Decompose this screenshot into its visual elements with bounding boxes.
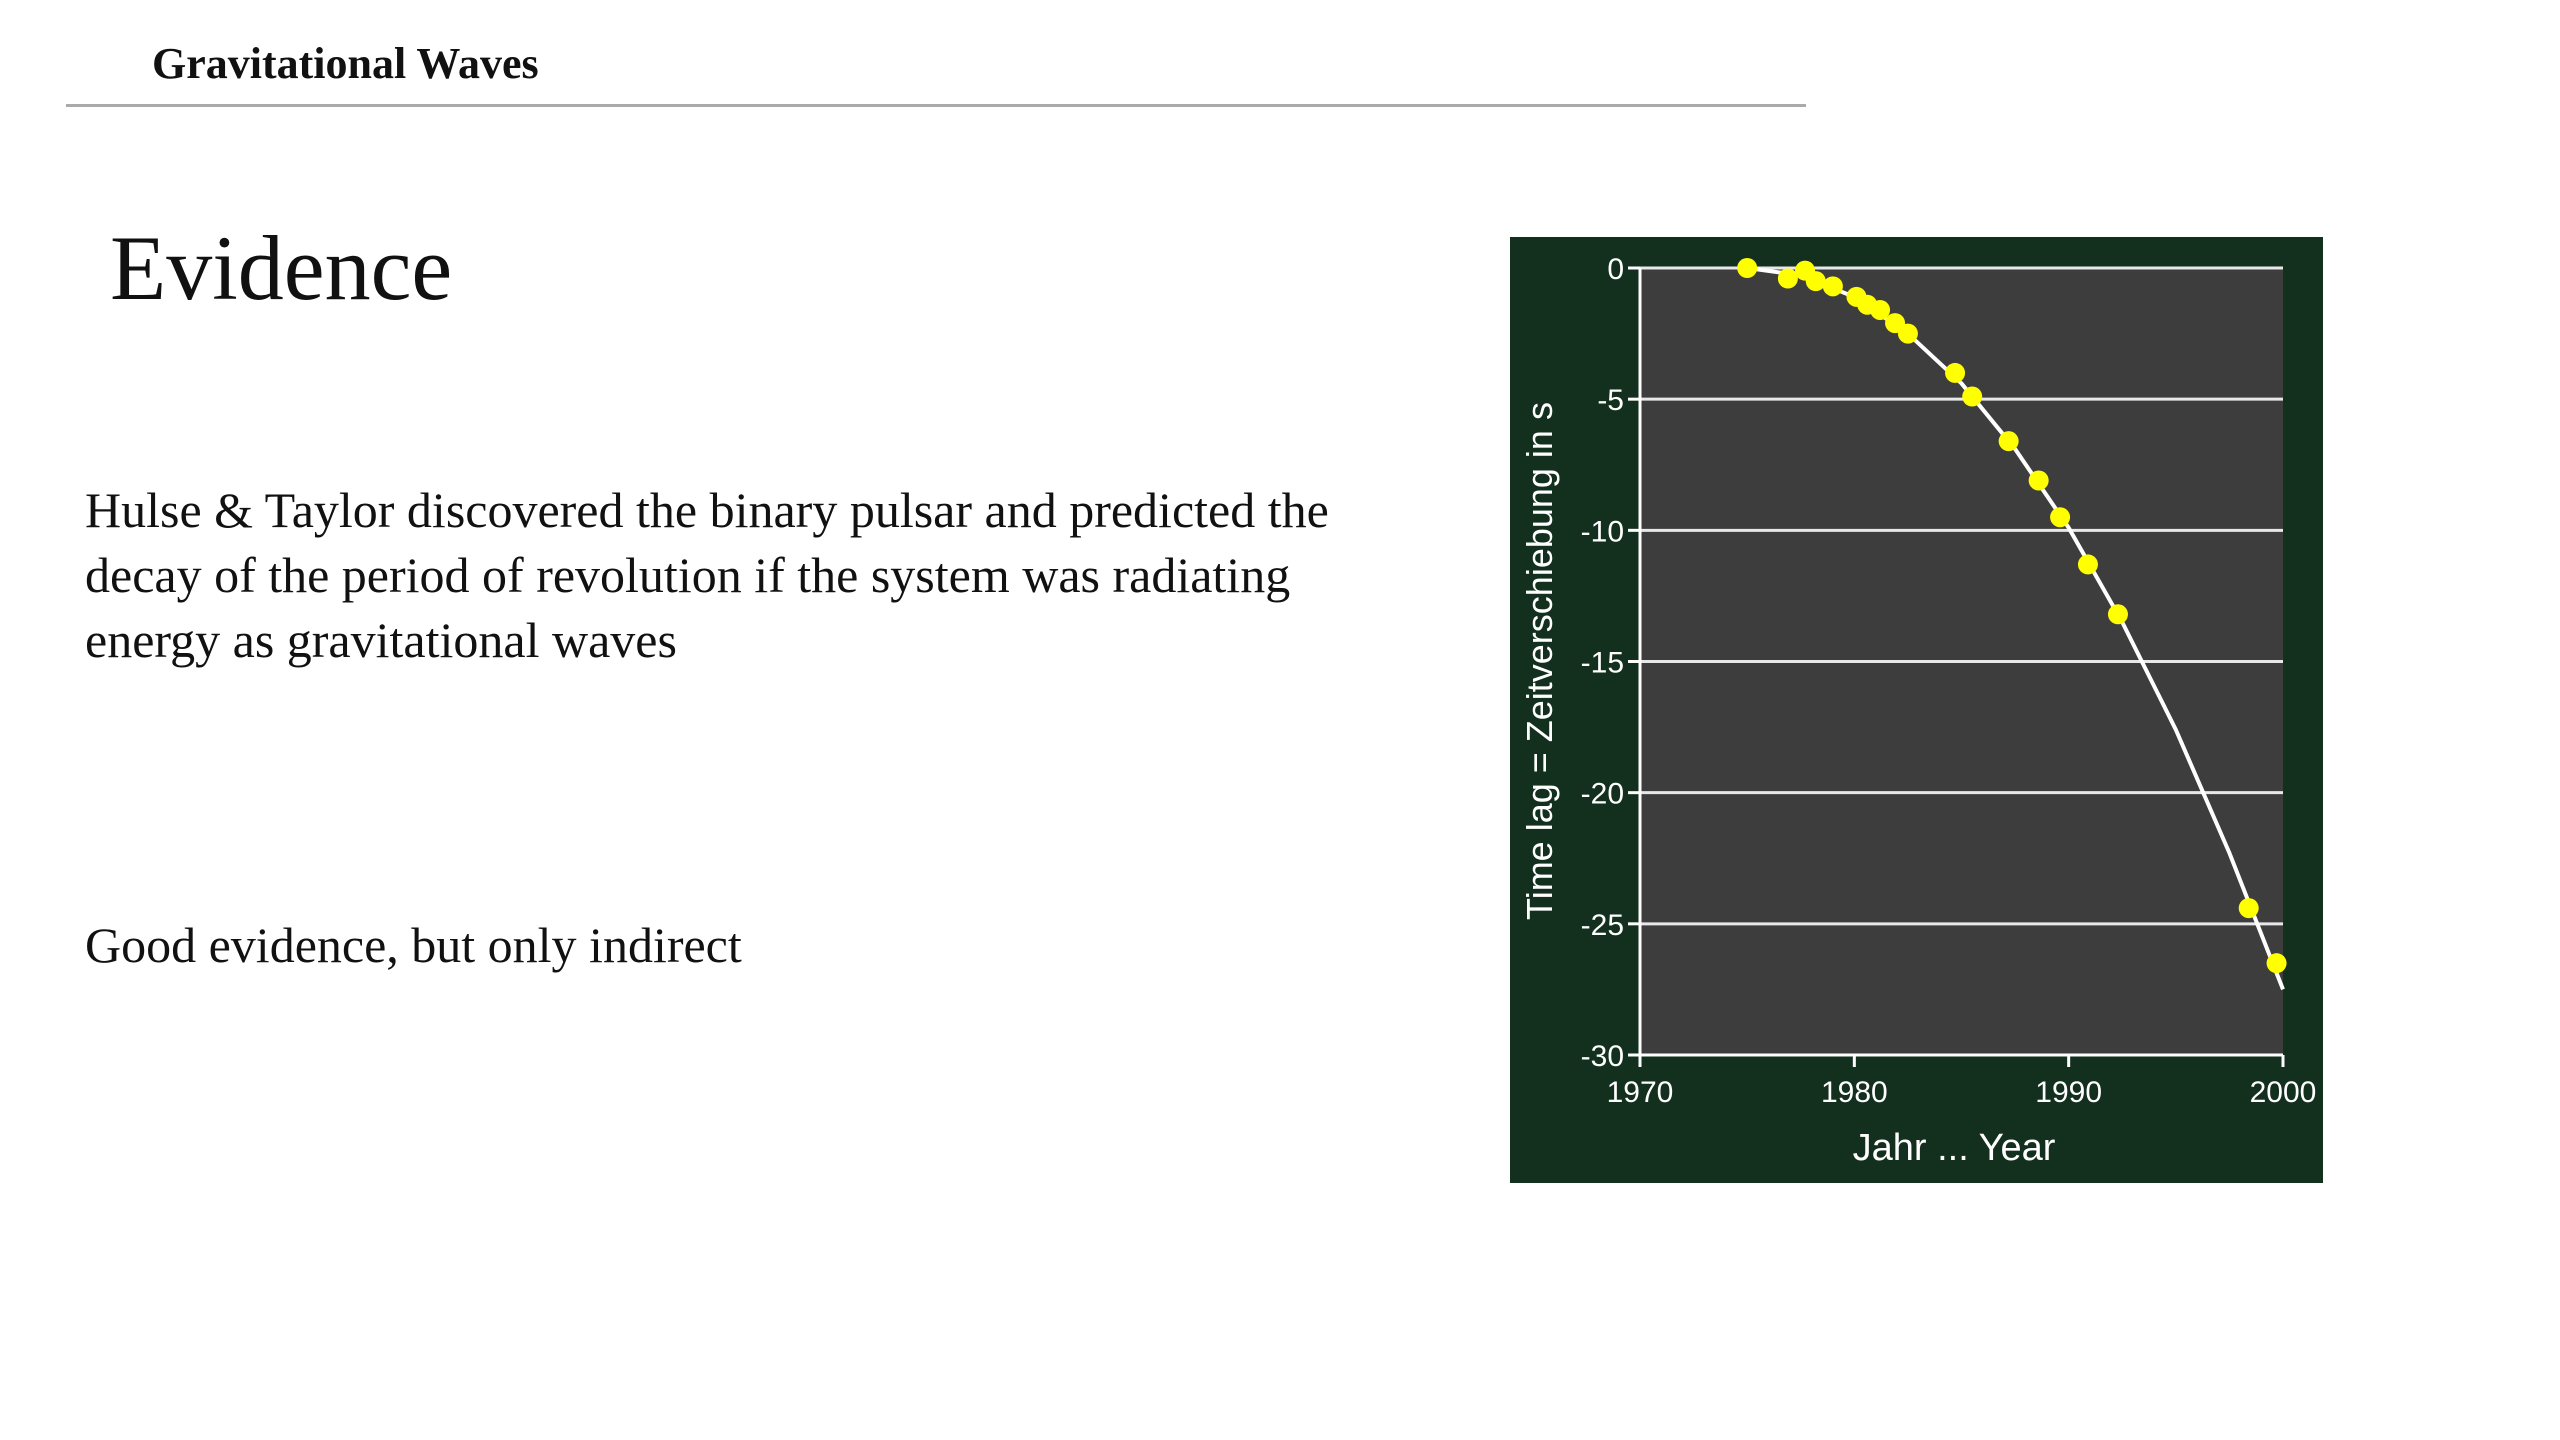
y-tick-label: -25 xyxy=(1581,909,1624,942)
paragraph: Good evidence, but only indirect xyxy=(85,917,742,973)
data-point xyxy=(1945,362,1966,383)
data-point xyxy=(1737,258,1758,278)
data-point xyxy=(1962,386,1983,407)
data-point xyxy=(1998,431,2019,452)
data-point xyxy=(2238,898,2259,919)
x-tick-label: 1990 xyxy=(2035,1076,2102,1109)
x-tick-label: 1980 xyxy=(1821,1076,1888,1109)
data-point xyxy=(1777,268,1798,289)
data-point xyxy=(2107,604,2128,625)
x-tick-label: 2000 xyxy=(2250,1076,2317,1109)
y-tick-label: -10 xyxy=(1581,515,1624,548)
data-point xyxy=(1822,276,1843,297)
y-tick-label: -30 xyxy=(1581,1040,1624,1073)
y-tick-label: -5 xyxy=(1597,384,1624,417)
paragraph: Hulse & Taylor discovered the binary pul… xyxy=(85,482,1329,668)
data-point xyxy=(1805,271,1826,292)
header-rule xyxy=(66,104,1806,107)
x-tick-label: 1970 xyxy=(1607,1076,1674,1109)
data-point xyxy=(1870,299,1891,320)
data-point xyxy=(2266,953,2287,974)
y-axis-label: Time lag = Zeitverschiebung in s xyxy=(1519,402,1560,920)
data-point xyxy=(2050,507,2071,528)
y-tick-label: -15 xyxy=(1581,647,1624,680)
x-axis-label: Jahr ... Year xyxy=(1853,1127,2056,1169)
data-point xyxy=(1897,323,1918,344)
data-point xyxy=(2028,470,2049,491)
header-title: Gravitational Waves xyxy=(152,39,539,88)
y-tick-label: -20 xyxy=(1581,778,1624,811)
y-tick-label: 0 xyxy=(1607,253,1624,286)
data-point xyxy=(2077,554,2098,575)
slide-title: Evidence xyxy=(110,217,453,319)
